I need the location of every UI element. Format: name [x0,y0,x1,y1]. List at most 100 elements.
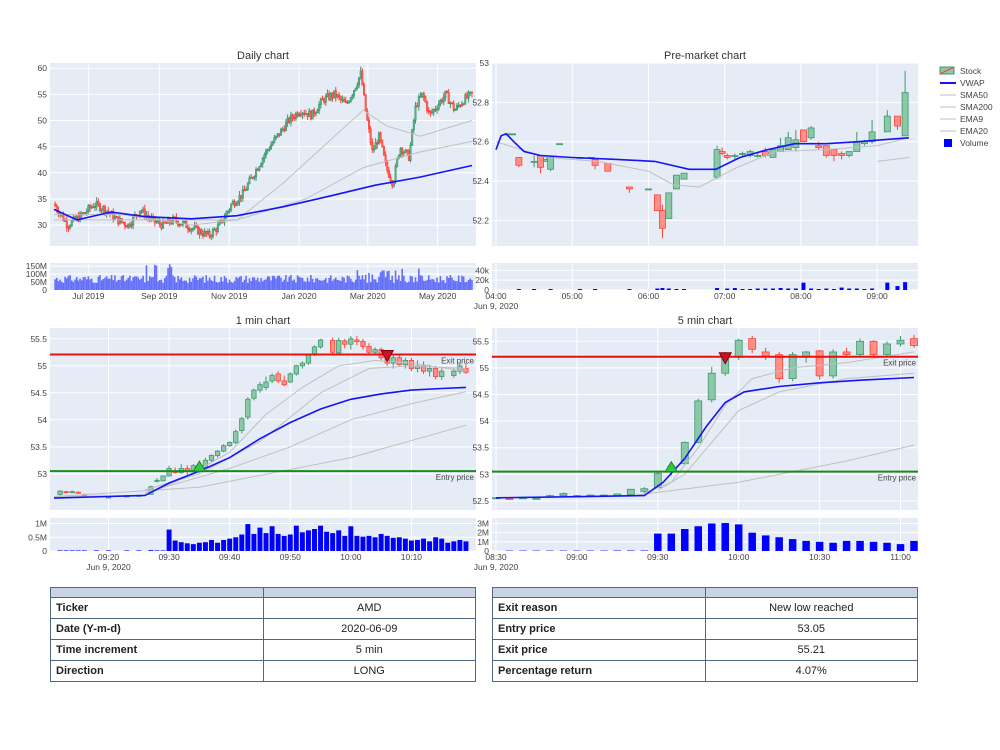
5min-date-label: Jun 9, 2020 [474,562,519,572]
daily-volume-bar [144,282,146,290]
daily-candle [118,218,121,225]
daily-candle [265,149,268,156]
daily-candle [336,94,339,98]
premarket-candle [739,153,746,155]
1min-candle [433,368,439,378]
daily-vwap-line [53,164,473,221]
premarket-volume-bar [831,289,836,290]
daily-candle [288,117,291,123]
daily-candle [382,146,385,156]
daily-volume-bar [394,270,397,290]
daily-candle [289,114,292,123]
daily-volume-bar [265,279,267,290]
1min-candle [463,368,469,373]
1min-volume-bar [293,525,299,551]
daily-candle [84,212,87,215]
premarket-candle [731,155,739,157]
daily-volume-bar [291,280,294,290]
5min-volume-bar [761,535,770,551]
daily-volume-bar [316,278,319,290]
daily-candle [228,209,231,212]
premarket-y-tick-label: 52.2 [472,215,489,225]
daily-candle [193,225,196,229]
premarket-volume-bar [847,288,852,290]
1min-volume-bar [415,540,420,551]
daily-candle [391,180,394,187]
daily-candle [328,93,331,100]
daily-candle [54,203,57,207]
daily-volume-bar [208,277,211,290]
daily-candle [90,206,93,209]
daily-volume-bar [77,280,80,290]
daily-volume-bar [341,276,344,290]
daily-volume-bar [187,282,189,290]
premarket-volume-tick-label: 20k [475,275,489,285]
daily-candle [128,223,131,227]
daily-candle [281,128,284,131]
daily-candle [293,117,296,120]
daily-candle [231,201,234,205]
daily-volume-bar [147,280,149,290]
legend-item-sma200: SMA200 [960,102,993,112]
premarket-candle [556,143,563,146]
daily-candle [384,154,387,163]
1min-candle [451,370,457,376]
daily-volume-bar [280,277,282,290]
daily-candle [233,201,236,207]
daily-volume-bar [399,280,402,290]
daily-candle [191,228,194,230]
daily-candle [162,220,165,229]
daily-candle [412,120,415,131]
premarket-date-label: Jun 9, 2020 [474,301,519,311]
premarket-volume-bar [816,289,821,290]
daily-volume-bar [384,277,387,290]
daily-candle [85,211,88,214]
daily-candle [389,176,392,182]
daily-volume-bar [115,281,118,290]
5min-candle [694,400,703,443]
daily-candle [451,102,454,105]
daily-volume-bar [230,281,232,290]
daily-volume-bar [293,279,296,290]
daily-volume-bar [343,277,345,290]
1min-x-tick-label: 09:30 [158,552,180,562]
1min-vwap-line [53,386,466,499]
daily-volume-tick-label: 100M [26,269,47,279]
1min-candle [287,373,293,383]
daily-candle [92,206,95,209]
daily-volume-bar [459,281,462,290]
ticker-label: Ticker [50,597,264,619]
daily-candle [331,93,334,98]
1min-candle [239,418,245,432]
daily-volume-bar [456,281,458,290]
premarket-volume-bar [885,282,890,290]
daily-volume-bar [232,282,234,290]
5min-volume-bar [667,533,676,551]
daily-candle [432,108,435,113]
1min-volume-bar [190,544,196,551]
1min-candle [269,375,275,382]
daily-volume-bar [374,279,377,290]
1min-candle [275,373,281,382]
1min-candle [372,349,378,353]
daily-candle [452,102,455,111]
daily-volume-bar [177,275,179,290]
daily-candle [206,230,209,235]
5min-volume-bar [694,526,703,551]
premarket-moving-average-line [495,137,910,188]
1min-volume-bar [269,526,275,551]
daily-volume-tick-label: 150M [26,261,47,271]
daily-candle [402,152,405,154]
5min-volume-bar [721,523,729,551]
daily-volume-bar [303,281,306,290]
daily-volume-bar [89,279,91,290]
5min-y-tick-label: 54.5 [472,390,489,400]
daily-volume-bar [404,281,407,290]
1min-volume-bar [263,533,269,551]
1min-volume-bar [202,542,208,551]
daily-volume-bar [223,276,226,290]
daily-candle [216,224,219,232]
5min-volume-bar [734,524,743,551]
daily-candle [303,112,306,115]
5min-candle [748,338,757,350]
